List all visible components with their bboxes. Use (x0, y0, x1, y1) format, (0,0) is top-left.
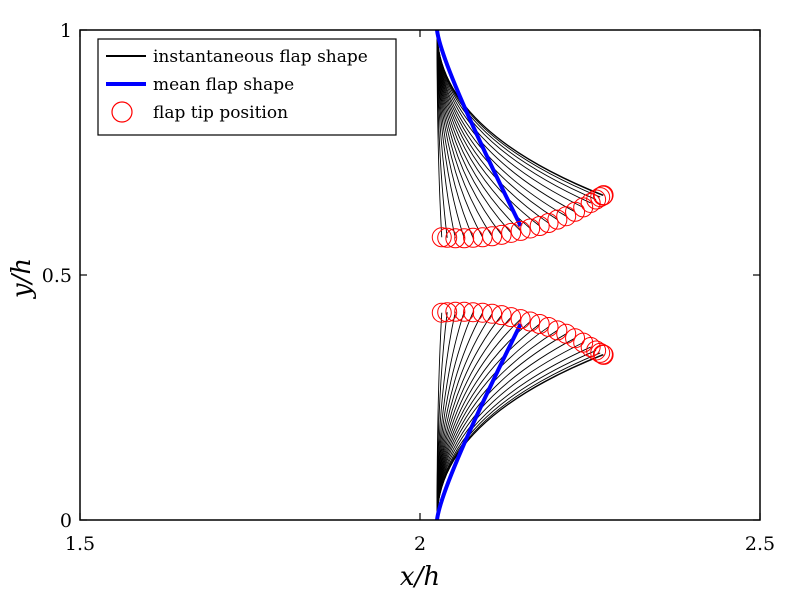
flap-lower-shape-21 (436, 354, 604, 520)
flap-lower-tip-13 (547, 320, 568, 341)
flap-upper-tip-7 (491, 224, 512, 245)
flap-lower-tip-19 (590, 342, 611, 363)
flap-lower-shape-16 (436, 342, 584, 520)
y-tick-label-1: 0.5 (42, 265, 72, 287)
flap-lower-tip-3 (454, 301, 475, 322)
flap-lower-shape-19 (436, 352, 601, 520)
legend-swatch-tip (111, 101, 133, 123)
flap-upper-tip-10 (520, 218, 541, 239)
flap-lower-tip-17 (580, 337, 601, 358)
flap-upper-shape-21 (436, 30, 604, 196)
x-tick-label-0: 1.5 (65, 533, 95, 555)
flap-lower-tip-11 (529, 314, 550, 334)
flap-lower-tip-1 (437, 302, 458, 323)
x-tick-label-1: 2 (414, 533, 426, 555)
flap-layer (431, 30, 614, 520)
x-axis-label: x/h (400, 562, 440, 592)
flap-lower-tip-21 (593, 344, 614, 365)
flap-upper-tip-13 (547, 209, 568, 230)
flap-upper-mean-shape (435, 30, 523, 227)
y-axis-label: y/h (7, 258, 37, 299)
flap-upper-shape-19 (436, 30, 601, 198)
flap-lower-tip-10 (520, 311, 541, 332)
flap-upper-tip-9 (510, 220, 531, 241)
x-tick-label-2: 2.5 (745, 533, 775, 555)
flap-upper-tip-0 (431, 227, 452, 248)
flap-upper-shape-17 (436, 30, 591, 204)
flap-upper-tip-12 (538, 213, 559, 234)
flap-lower-tip-7 (491, 305, 512, 326)
flap-upper-tip-19 (590, 187, 611, 208)
flap-lower-tip-14 (556, 323, 577, 344)
flap-upper-tip-8 (501, 222, 522, 243)
flap-lower-tip-6 (482, 303, 503, 324)
tick-layer: 1.5 2 2.5 0 0.5 1 (42, 20, 775, 555)
flap-lower (431, 301, 614, 520)
flap-upper-tip-21 (593, 185, 614, 206)
flap-upper (431, 30, 614, 249)
legend-label-mean: mean flap shape (153, 75, 294, 95)
flap-upper-shape-16 (436, 30, 584, 208)
flap-lower-tip-8 (501, 307, 522, 328)
y-tick-label-0: 0 (60, 510, 72, 532)
flap-upper-shape-20 (436, 30, 604, 197)
flap-upper-tip-2 (445, 228, 466, 249)
flap-lower-tip-9 (510, 309, 531, 330)
legend: instantaneous flap shape mean flap shape… (97, 38, 397, 136)
flap-lower-mean-shape (435, 323, 523, 520)
flap-lower-shape-17 (436, 346, 591, 520)
y-tick-label-2: 1 (60, 20, 72, 42)
flap-upper-tip-1 (437, 227, 458, 248)
flap-upper-tip-14 (556, 206, 577, 227)
flap-upper-tip-3 (454, 228, 475, 249)
legend-label-instantaneous: instantaneous flap shape (153, 47, 368, 67)
legend-label-tip: flap tip position (153, 103, 288, 123)
flap-upper-tip-17 (580, 192, 601, 213)
flap-lower-tip-12 (538, 316, 559, 337)
legend-box (97, 38, 397, 136)
flap-upper-tip-6 (482, 226, 503, 247)
flap-lower-tip-0 (431, 302, 452, 323)
flap-upper-tip-11 (529, 216, 550, 236)
flap-lower-tip-2 (445, 301, 466, 322)
flap-lower-shape-20 (436, 353, 604, 520)
